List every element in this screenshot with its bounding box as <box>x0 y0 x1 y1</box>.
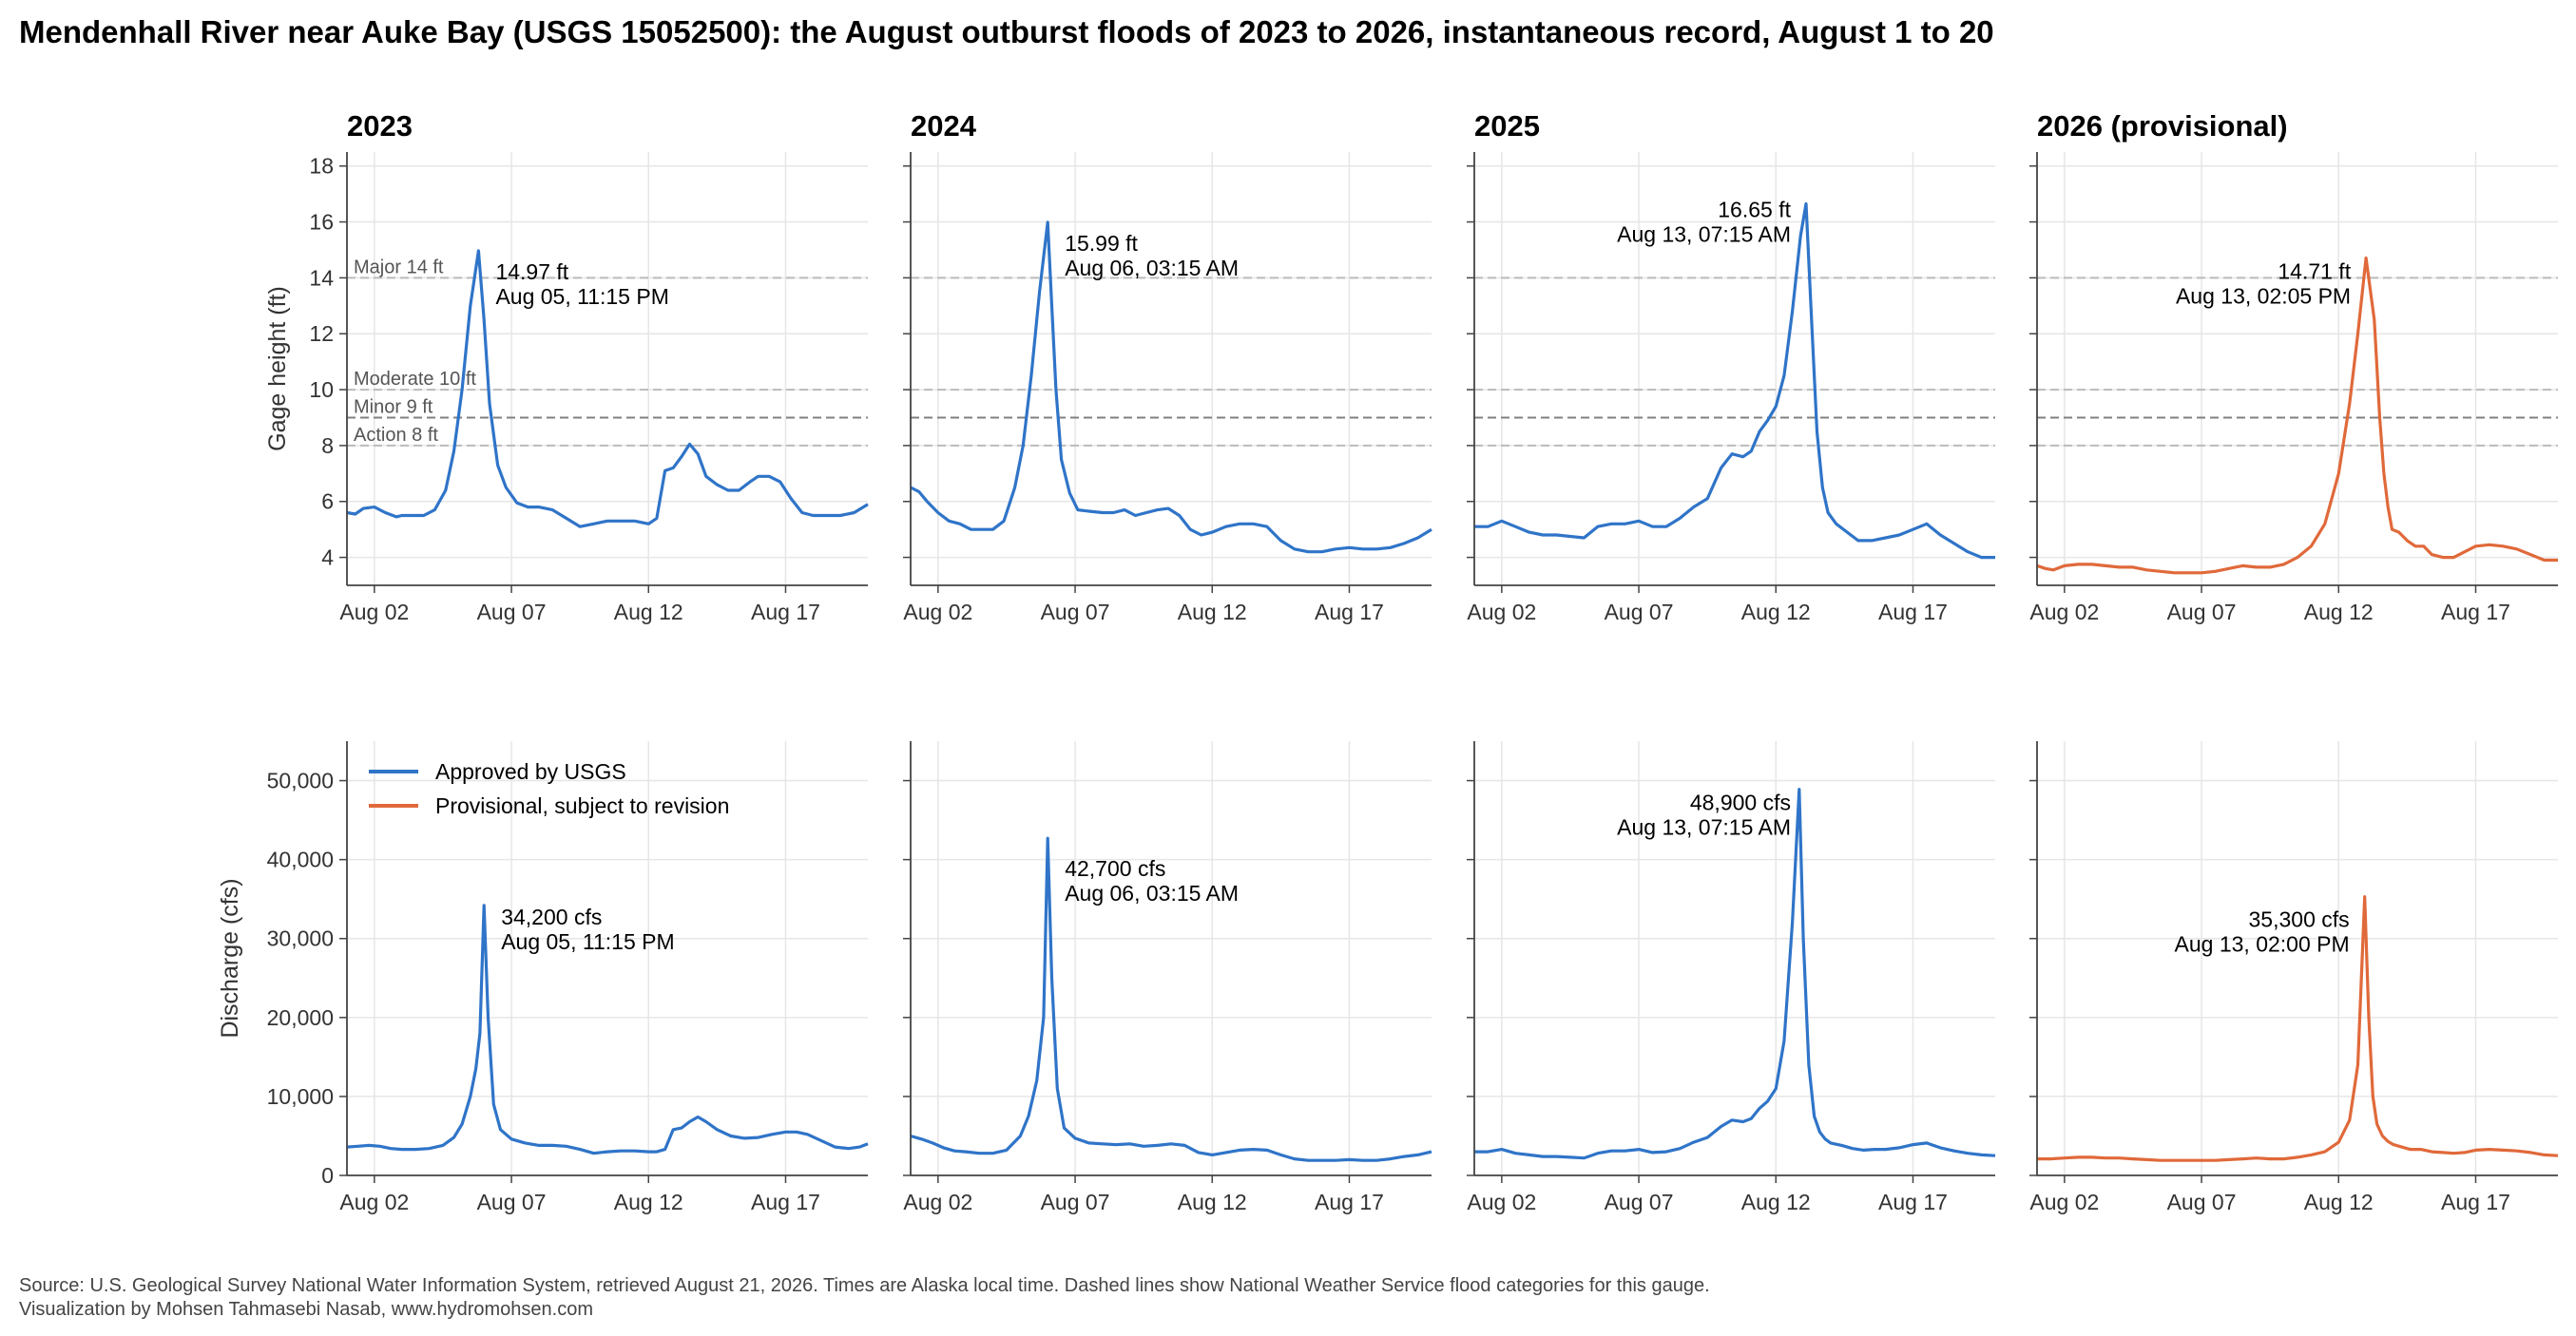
y-tick-label: 14 <box>309 265 334 290</box>
x-tick-label: Aug 17 <box>1878 1190 1948 1214</box>
series-line-discharge <box>910 836 1432 1162</box>
footer-credit: Visualization by Mohsen Tahmasebi Nasab,… <box>19 1299 593 1320</box>
y-tick-label: 20,000 <box>267 1005 334 1030</box>
peak-value-label: 16.65 ft <box>1718 197 1791 221</box>
peak-time-label: Aug 06, 03:15 AM <box>1065 881 1239 906</box>
flood-category-label: Action 8 ft <box>354 425 438 446</box>
y-tick-label: 30,000 <box>267 926 334 951</box>
x-tick-label: Aug 17 <box>751 1190 820 1214</box>
peak-value-label: 14.71 ft <box>2278 258 2351 283</box>
x-tick-label: Aug 12 <box>1178 600 1247 624</box>
footer-source: Source: U.S. Geological Survey National … <box>19 1275 1710 1296</box>
x-tick-label: Aug 12 <box>2304 1190 2374 1214</box>
y-tick-label: 4 <box>321 545 334 570</box>
peak-value-label: 14.97 ft <box>495 259 568 284</box>
peak-time-label: Aug 13, 02:05 PM <box>2176 283 2351 308</box>
x-tick-label: Aug 07 <box>477 600 547 624</box>
peak-value-label: 35,300 cfs <box>2249 907 2350 932</box>
peak-time-label: Aug 06, 03:15 AM <box>1065 256 1239 280</box>
y-tick-label: 10,000 <box>267 1084 334 1109</box>
panels: Major 14 ft Moderate 10 ft Minor 9 ft Actio… <box>217 109 2559 1214</box>
x-tick-label: Aug 12 <box>614 1190 683 1214</box>
legend-label: Approved by USGS <box>435 759 626 784</box>
x-tick-label: Aug 02 <box>339 1190 409 1214</box>
x-tick-label: Aug 07 <box>1041 1190 1110 1214</box>
x-tick-label: Aug 02 <box>903 600 972 624</box>
series-line-stage <box>346 249 869 528</box>
x-tick-label: Aug 12 <box>1741 600 1811 624</box>
x-tick-label: Aug 02 <box>1467 600 1536 624</box>
x-tick-label: Aug 02 <box>1467 1190 1536 1214</box>
peak-time-label: Aug 05, 11:15 PM <box>501 929 674 954</box>
flood-category-label: Major 14 ft <box>354 257 444 277</box>
x-tick-label: Aug 17 <box>2441 1190 2510 1214</box>
series-line-stage <box>2036 256 2558 575</box>
y-tick-label: 40,000 <box>267 848 334 872</box>
x-tick-label: Aug 07 <box>1605 600 1674 624</box>
x-tick-label: Aug 07 <box>2167 600 2237 624</box>
panel-stage-2023: Major 14 ft Moderate 10 ft Minor 9 ft Actio… <box>264 109 869 624</box>
x-tick-label: Aug 02 <box>2029 600 2099 624</box>
y-axis-label: Gage height (ft) <box>264 286 291 451</box>
figure-title: Mendenhall River near Auke Bay (USGS 150… <box>19 14 1994 49</box>
x-tick-label: Aug 07 <box>1041 600 1110 624</box>
peak-value-label: 42,700 cfs <box>1065 856 1165 881</box>
flood-category-label: Moderate 10 ft <box>354 369 476 390</box>
legend-label: Provisional, subject to revision <box>435 793 729 818</box>
x-tick-label: Aug 02 <box>339 600 409 624</box>
series-line-discharge <box>1474 788 1996 1160</box>
panel-title: 2024 <box>911 109 977 143</box>
x-tick-label: Aug 17 <box>1878 600 1948 624</box>
x-tick-label: Aug 12 <box>1741 1190 1811 1214</box>
y-tick-label: 16 <box>309 210 334 235</box>
peak-time-label: Aug 13, 02:00 PM <box>2175 932 2350 957</box>
y-tick-label: 12 <box>309 321 334 346</box>
panel-title: 2023 <box>347 109 413 143</box>
peak-time-label: Aug 05, 11:15 PM <box>495 284 668 309</box>
x-tick-label: Aug 12 <box>614 600 683 624</box>
legend: Approved by USGS Provisional, subject to … <box>369 759 729 818</box>
peak-time-label: Aug 13, 07:15 AM <box>1617 221 1791 246</box>
y-tick-label: 50,000 <box>267 769 334 793</box>
series-line-stage <box>910 220 1432 554</box>
x-tick-label: Aug 07 <box>477 1190 547 1214</box>
x-tick-label: Aug 17 <box>751 600 820 624</box>
y-axis-label: Discharge (cfs) <box>217 878 243 1038</box>
y-tick-label: 6 <box>321 489 334 514</box>
flood-category-label: Minor 9 ft <box>354 396 433 417</box>
panel-title: 2026 (provisional) <box>2037 109 2288 143</box>
peak-time-label: Aug 13, 07:15 AM <box>1617 815 1791 840</box>
x-tick-label: Aug 07 <box>1605 1190 1674 1214</box>
x-tick-label: Aug 02 <box>2029 1190 2099 1214</box>
series-line-discharge <box>2037 895 2559 1162</box>
x-tick-label: Aug 02 <box>903 1190 972 1214</box>
series-line-stage <box>1474 201 1995 560</box>
x-tick-label: Aug 12 <box>2304 600 2374 624</box>
x-tick-label: Aug 17 <box>1315 600 1384 624</box>
y-tick-label: 18 <box>309 154 334 179</box>
series-line-discharge <box>346 904 869 1155</box>
peak-value-label: 48,900 cfs <box>1690 791 1791 815</box>
peak-value-label: 15.99 ft <box>1065 231 1138 256</box>
peak-value-label: 34,200 cfs <box>501 905 602 929</box>
y-tick-label: 10 <box>309 377 334 402</box>
y-tick-label: 8 <box>321 433 334 458</box>
panel-title: 2025 <box>1474 109 1540 143</box>
x-tick-label: Aug 17 <box>1315 1190 1384 1214</box>
x-tick-label: Aug 17 <box>2441 600 2510 624</box>
x-tick-label: Aug 07 <box>2167 1190 2237 1214</box>
y-tick-label: 0 <box>321 1163 334 1188</box>
x-tick-label: Aug 12 <box>1178 1190 1247 1214</box>
